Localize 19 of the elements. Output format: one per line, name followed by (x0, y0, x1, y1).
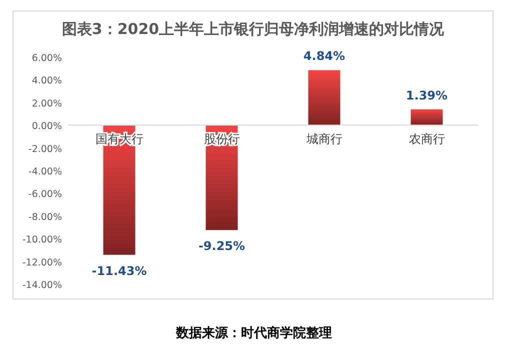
y-tick-label: 2.00% (32, 98, 62, 110)
data-label: -9.25% (198, 239, 246, 254)
y-tick-label: 6.00% (32, 53, 62, 64)
y-tick-label: -4.00% (28, 166, 62, 178)
x-tick-label: 城商行 (305, 132, 342, 146)
x-tick-label: 农商行 (408, 132, 445, 146)
y-tick-label: -14.00% (22, 280, 62, 291)
data-label: 4.84% (303, 49, 346, 64)
y-tick-label: -2.00% (28, 144, 62, 155)
y-tick-label: -8.00% (28, 212, 62, 223)
y-tick-label: -6.00% (28, 189, 62, 200)
y-tick-label: -12.00% (22, 257, 62, 268)
data-label: -11.43% (92, 264, 147, 278)
chart-title: 图表3：2020上半年上市银行归母净利润增速的对比情况 (62, 20, 446, 38)
y-tick-label: -10.00% (22, 234, 62, 246)
y-tick-label: 4.00% (32, 76, 62, 87)
y-tick-label: 0.00% (32, 121, 62, 132)
source-note: 数据来源：时代商学院整理 (175, 325, 332, 341)
data-label: 1.39% (406, 88, 448, 102)
